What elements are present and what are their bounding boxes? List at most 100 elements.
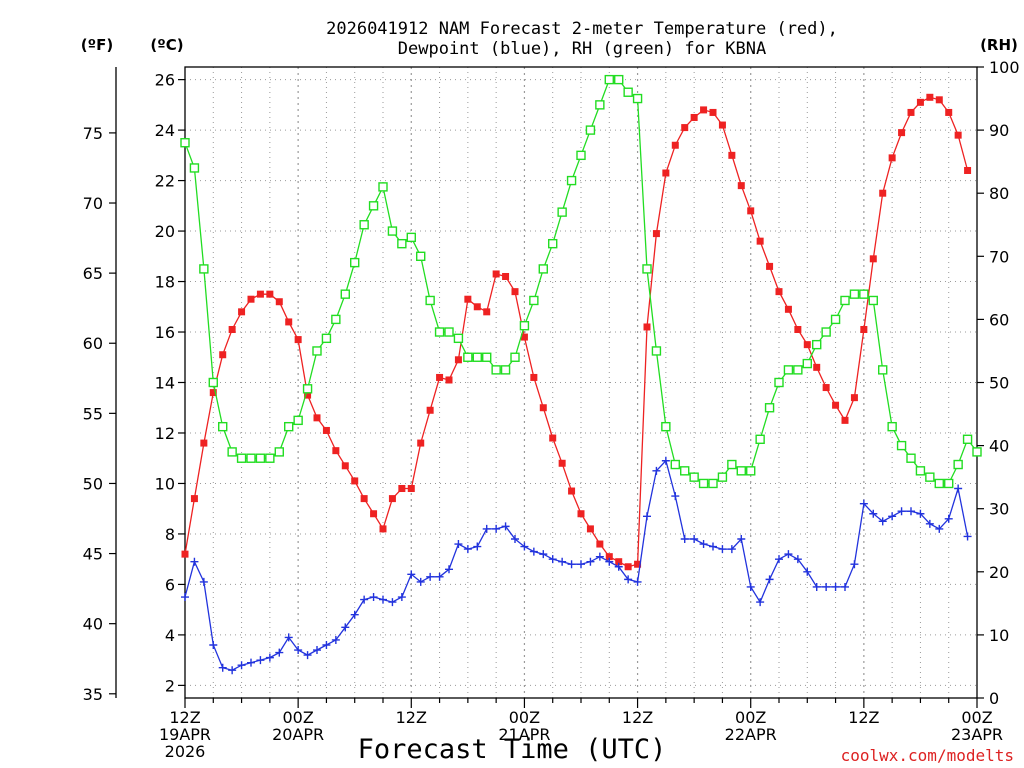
- rh-tick-label: 0: [989, 689, 999, 708]
- temperature-point: [360, 495, 368, 503]
- temperature-point: [634, 560, 642, 568]
- temperature-point: [832, 401, 840, 409]
- temperature-point: [332, 447, 340, 455]
- rh-tick-label: 80: [989, 184, 1009, 203]
- temperature-point: [492, 270, 500, 278]
- celsius-tick-label: 24: [155, 121, 175, 140]
- temperature-point: [209, 389, 217, 397]
- temperature-point: [275, 298, 283, 306]
- temperature-point: [228, 325, 236, 333]
- temperature-point: [473, 303, 481, 311]
- celsius-tick-label: 20: [155, 222, 175, 241]
- dewpoint-point: [803, 567, 812, 576]
- rh-point: [642, 264, 652, 274]
- temperature-point: [181, 550, 189, 558]
- temperature-point: [304, 391, 312, 399]
- rh-point: [887, 421, 897, 432]
- temperature-point: [370, 510, 378, 518]
- rh-point: [350, 257, 360, 268]
- rh-point: [689, 472, 699, 482]
- rh-point: [519, 321, 530, 331]
- dewpoint-point: [793, 555, 802, 564]
- rh-point: [812, 339, 822, 350]
- x-tick-label: 2026: [165, 742, 206, 761]
- rh-point: [199, 264, 209, 274]
- dewpoint-point: [595, 552, 604, 561]
- temperature-point: [652, 230, 660, 238]
- rh-point: [397, 238, 407, 249]
- temperature-point: [285, 318, 293, 326]
- temperature-point: [718, 121, 726, 129]
- fahrenheit-tick-label: 35: [83, 685, 103, 704]
- dewpoint-point: [935, 524, 944, 533]
- dewpoint-point: [916, 509, 925, 518]
- chart-title-line-1: 2026041912 NAM Forecast 2-meter Temperat…: [326, 19, 838, 39]
- rh-point: [548, 238, 558, 249]
- rh-point: [962, 434, 973, 444]
- dewpoint-point: [388, 598, 397, 607]
- temperature-point: [916, 98, 924, 106]
- dewpoint-point: [416, 577, 425, 586]
- dewpoint-point: [454, 540, 463, 549]
- dewpoint-point: [586, 557, 595, 566]
- dewpoint-point: [850, 560, 859, 569]
- rh-point: [934, 478, 944, 489]
- temperature-point: [841, 416, 849, 424]
- dewpoint-point: [520, 542, 529, 551]
- fahrenheit-unit-label: (ºF): [81, 36, 113, 54]
- temperature-point: [520, 333, 528, 341]
- dewpoint-point: [680, 534, 689, 543]
- temperature-point: [954, 131, 962, 139]
- temperature-point: [313, 414, 321, 422]
- dewpoint-point: [407, 570, 416, 579]
- dewpoint-point: [539, 550, 548, 559]
- rh-point: [500, 365, 511, 375]
- dewpoint-point: [181, 593, 189, 602]
- dewpoint-point: [322, 640, 331, 649]
- dewpoint-point: [737, 534, 746, 543]
- rh-point: [906, 453, 916, 463]
- temperature-point: [436, 373, 444, 381]
- fahrenheit-tick-label: 50: [83, 474, 103, 493]
- x-axis-label: Forecast Time (UTC): [358, 734, 667, 765]
- dewpoint-point: [605, 557, 614, 566]
- rh-tick-label: 20: [989, 563, 1009, 582]
- rh-point: [444, 327, 454, 337]
- temperature-point: [322, 426, 330, 434]
- rh-point: [576, 150, 586, 161]
- dewpoint-point: [265, 653, 274, 662]
- rh-point: [463, 352, 473, 362]
- temperature-point: [624, 563, 632, 571]
- dewpoint-point: [822, 582, 831, 591]
- temperature-point: [294, 336, 302, 344]
- dewpoint-point: [765, 575, 774, 584]
- dewpoint-point: [360, 595, 369, 604]
- celsius-tick-label: 14: [155, 374, 175, 393]
- rh-tick-label: 60: [989, 310, 1009, 329]
- x-tick-label: 23APR: [951, 725, 1003, 744]
- rh-point: [529, 295, 539, 306]
- temperature-point: [822, 384, 830, 392]
- dewpoint-point: [624, 575, 633, 584]
- x-tick-label: 00Z: [282, 708, 313, 727]
- dewpoint-point: [379, 595, 387, 604]
- rh-point: [180, 138, 190, 148]
- series-lines: [180, 74, 982, 675]
- tick-labels: 2468101214161820222426354045505560657075…: [83, 58, 1020, 761]
- rh-point: [585, 125, 596, 135]
- rh-point: [661, 421, 671, 432]
- rh-point: [783, 365, 794, 375]
- temperature-point: [530, 373, 538, 381]
- dewpoint-point: [511, 534, 519, 543]
- rh-point: [680, 466, 690, 476]
- temperature-point: [728, 151, 736, 159]
- celsius-tick-label: 18: [155, 273, 175, 292]
- rh-point: [189, 163, 200, 173]
- temperature-point: [238, 308, 246, 316]
- rh-point: [915, 466, 926, 476]
- dewpoint-point: [426, 572, 435, 581]
- chart-title-line-2: Dewpoint (blue), RH (green) for KBNA: [398, 39, 766, 59]
- rh-point: [651, 346, 662, 356]
- dewpoint-point: [652, 466, 661, 475]
- rh-point: [953, 459, 963, 470]
